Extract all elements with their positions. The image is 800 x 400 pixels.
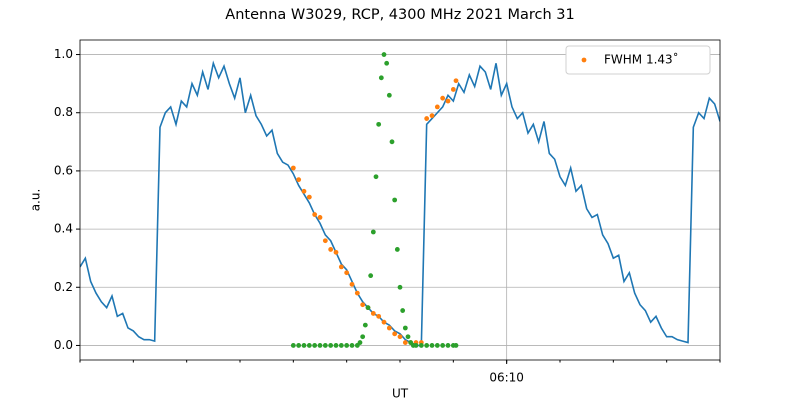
data-point bbox=[328, 247, 334, 252]
data-point bbox=[400, 308, 406, 313]
data-point bbox=[381, 52, 387, 57]
data-point bbox=[312, 212, 318, 217]
data-point bbox=[424, 116, 430, 121]
data-point bbox=[306, 194, 312, 200]
data-point bbox=[312, 343, 318, 348]
data-point bbox=[434, 343, 440, 348]
data-point bbox=[378, 75, 384, 81]
data-point bbox=[290, 165, 296, 171]
data-point bbox=[333, 249, 339, 255]
data-point bbox=[376, 121, 382, 127]
y-tick-label: 0.4 bbox=[54, 222, 73, 236]
x-axis-label: UT bbox=[392, 387, 409, 400]
data-point bbox=[450, 87, 456, 92]
data-point bbox=[365, 305, 371, 311]
data-point bbox=[317, 343, 323, 348]
data-point bbox=[357, 340, 363, 345]
legend-label: FWHM 1.43˚ bbox=[604, 52, 679, 67]
data-point bbox=[429, 113, 435, 119]
data-point bbox=[360, 334, 366, 340]
data-point bbox=[445, 98, 451, 104]
data-point bbox=[328, 343, 334, 348]
data-point bbox=[322, 238, 328, 244]
data-point bbox=[413, 343, 419, 348]
data-point bbox=[405, 334, 411, 340]
y-tick-label: 0.0 bbox=[54, 338, 73, 352]
data-point bbox=[296, 177, 302, 183]
data-point bbox=[360, 302, 366, 308]
data-point bbox=[418, 343, 424, 348]
y-tick-label: 1.0 bbox=[54, 47, 73, 61]
x-tick-label: 06:10 bbox=[489, 371, 524, 385]
data-point bbox=[370, 229, 376, 235]
legend-marker bbox=[581, 57, 587, 63]
data-point bbox=[301, 188, 307, 194]
data-point bbox=[317, 215, 323, 220]
data-point bbox=[338, 264, 344, 270]
data-point bbox=[333, 343, 339, 348]
data-point bbox=[392, 197, 398, 203]
data-point bbox=[389, 139, 395, 145]
data-point bbox=[386, 325, 392, 331]
plot-frame bbox=[79, 39, 721, 361]
data-point bbox=[384, 60, 390, 66]
data-point bbox=[402, 325, 408, 331]
data-point bbox=[445, 343, 451, 348]
y-axis-label: a.u. bbox=[29, 189, 43, 212]
data-point bbox=[349, 281, 355, 287]
data-point bbox=[381, 319, 387, 325]
data-point bbox=[434, 104, 440, 110]
series-line bbox=[80, 60, 720, 347]
data-point bbox=[424, 343, 430, 348]
data-point bbox=[290, 343, 296, 348]
data-point bbox=[440, 95, 446, 101]
chart-title: Antenna W3029, RCP, 4300 MHz 2021 March … bbox=[225, 7, 574, 23]
data-point bbox=[429, 343, 435, 348]
data-point bbox=[349, 343, 355, 348]
data-point bbox=[362, 322, 368, 328]
data-point bbox=[344, 270, 350, 276]
data-point bbox=[397, 284, 403, 290]
data-point bbox=[402, 340, 408, 345]
data-point bbox=[453, 343, 459, 348]
data-point bbox=[373, 174, 379, 180]
data-point bbox=[394, 247, 400, 252]
y-tick-label: 0.6 bbox=[54, 163, 73, 177]
data-point bbox=[354, 290, 360, 296]
data-point bbox=[397, 334, 403, 340]
data-point bbox=[453, 78, 459, 84]
data-point bbox=[376, 313, 382, 319]
y-tick-label: 0.8 bbox=[54, 105, 73, 119]
data-point bbox=[338, 343, 344, 348]
data-point bbox=[301, 343, 307, 348]
data-point bbox=[440, 343, 446, 348]
data-point bbox=[386, 92, 392, 98]
data-point bbox=[392, 331, 398, 337]
data-point bbox=[306, 343, 312, 348]
data-point bbox=[368, 273, 374, 279]
legend-box bbox=[565, 45, 711, 75]
y-tick-label: 0.2 bbox=[54, 280, 73, 294]
data-point bbox=[344, 343, 350, 348]
data-point bbox=[322, 343, 328, 348]
data-point bbox=[370, 311, 376, 316]
data-point bbox=[296, 343, 302, 348]
